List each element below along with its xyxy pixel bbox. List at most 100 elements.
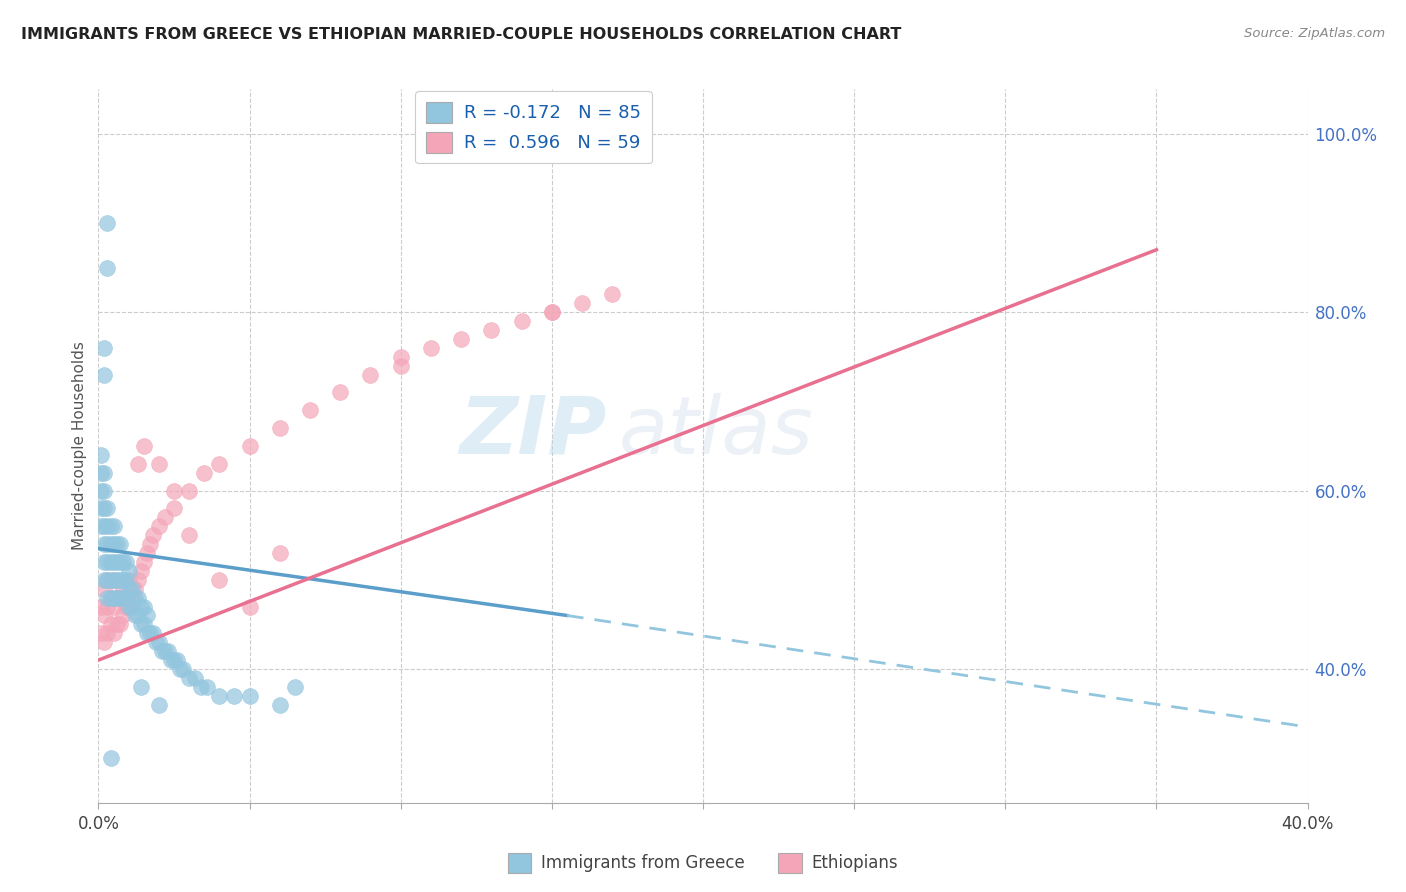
Point: [93, 582, 115, 596]
Point: [100, 573, 122, 587]
Point: [108, 573, 131, 587]
Point: [129, 617, 152, 632]
Point: [103, 555, 125, 569]
Point: [93, 608, 115, 623]
Point: [148, 457, 170, 471]
Point: [118, 564, 141, 578]
Point: [124, 608, 146, 623]
Point: [93, 573, 115, 587]
Point: [172, 662, 194, 676]
Point: [420, 341, 443, 355]
Point: [239, 599, 262, 614]
Point: [90, 448, 112, 462]
Legend: Immigrants from Greece, Ethiopians: Immigrants from Greece, Ethiopians: [501, 847, 905, 880]
Point: [132, 555, 155, 569]
Point: [105, 591, 128, 605]
Point: [93, 501, 115, 516]
Point: [96, 555, 118, 569]
Point: [163, 501, 186, 516]
Point: [100, 591, 122, 605]
Point: [540, 305, 562, 319]
Point: [93, 341, 115, 355]
Point: [540, 305, 562, 319]
Point: [121, 582, 143, 596]
Point: [100, 555, 122, 569]
Point: [96, 501, 118, 516]
Point: [111, 582, 134, 596]
Point: [114, 599, 136, 614]
Point: [108, 591, 131, 605]
Point: [389, 350, 412, 364]
Point: [135, 626, 157, 640]
Point: [100, 537, 122, 551]
Point: [93, 537, 115, 551]
Point: [150, 644, 173, 658]
Point: [105, 617, 128, 632]
Point: [111, 591, 134, 605]
Point: [239, 689, 262, 703]
Point: [190, 680, 212, 694]
Point: [142, 626, 165, 640]
Point: [602, 287, 624, 301]
Point: [118, 573, 141, 587]
Legend: R = -0.172   N = 85, R =  0.596   N = 59: R = -0.172 N = 85, R = 0.596 N = 59: [415, 91, 652, 163]
Point: [481, 323, 503, 337]
Point: [96, 519, 118, 533]
Point: [103, 626, 125, 640]
Point: [169, 662, 191, 676]
Point: [153, 510, 176, 524]
Point: [96, 260, 118, 275]
Point: [195, 680, 218, 694]
Point: [118, 599, 141, 614]
Point: [127, 591, 149, 605]
Point: [360, 368, 382, 382]
Point: [108, 537, 131, 551]
Point: [208, 689, 231, 703]
Point: [510, 314, 533, 328]
Point: [239, 439, 262, 453]
Text: atlas: atlas: [619, 392, 813, 471]
Point: [156, 644, 179, 658]
Point: [114, 591, 136, 605]
Point: [208, 457, 231, 471]
Point: [269, 698, 291, 712]
Point: [96, 537, 118, 551]
Text: IMMIGRANTS FROM GREECE VS ETHIOPIAN MARRIED-COUPLE HOUSEHOLDS CORRELATION CHART: IMMIGRANTS FROM GREECE VS ETHIOPIAN MARR…: [21, 27, 901, 42]
Point: [269, 546, 291, 560]
Point: [100, 591, 122, 605]
Point: [105, 555, 128, 569]
Point: [139, 537, 162, 551]
Point: [105, 591, 128, 605]
Point: [163, 483, 186, 498]
Point: [100, 519, 122, 533]
Point: [179, 483, 201, 498]
Point: [269, 421, 291, 435]
Point: [105, 537, 128, 551]
Point: [96, 573, 118, 587]
Point: [132, 599, 155, 614]
Point: [163, 653, 186, 667]
Point: [93, 368, 115, 382]
Point: [135, 608, 157, 623]
Point: [103, 573, 125, 587]
Point: [129, 680, 152, 694]
Point: [103, 599, 125, 614]
Point: [90, 626, 112, 640]
Point: [100, 751, 122, 765]
Point: [90, 483, 112, 498]
Text: ZIP: ZIP: [458, 392, 606, 471]
Point: [224, 689, 246, 703]
Point: [93, 555, 115, 569]
Point: [132, 617, 155, 632]
Point: [179, 671, 201, 685]
Point: [103, 591, 125, 605]
Point: [96, 591, 118, 605]
Point: [389, 359, 412, 373]
Point: [450, 332, 472, 346]
Point: [129, 599, 152, 614]
Point: [299, 403, 322, 417]
Point: [93, 635, 115, 649]
Point: [90, 519, 112, 533]
Point: [145, 635, 167, 649]
Point: [142, 528, 165, 542]
